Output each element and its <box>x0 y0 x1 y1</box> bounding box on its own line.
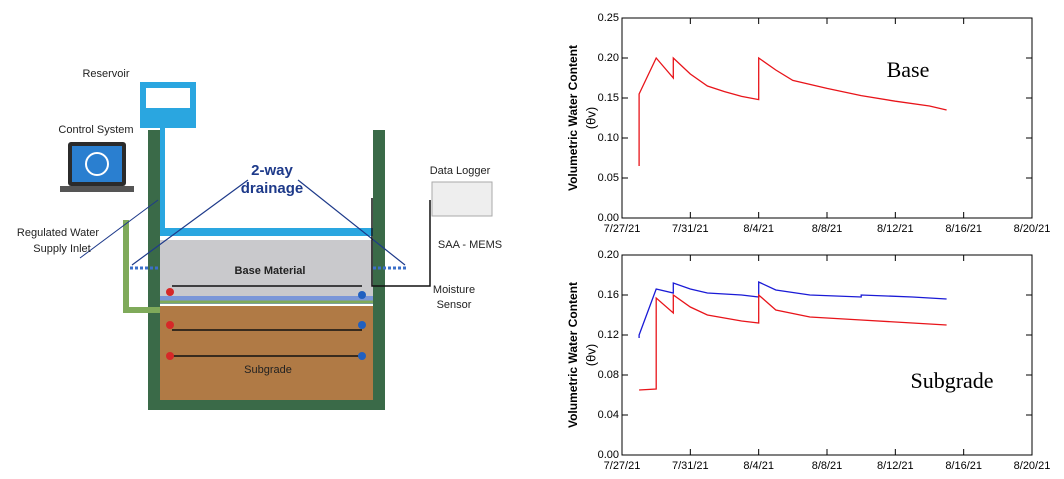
y-tick-label: 0.20 <box>598 249 619 261</box>
y-tick-label: 0.25 <box>598 12 619 24</box>
drain-layer <box>160 296 373 304</box>
x-tick-label: 8/12/21 <box>877 460 914 472</box>
y-tick-label: 0.05 <box>598 172 619 184</box>
drain-arrow <box>131 179 406 266</box>
y-axis-unit: (θv) <box>583 344 598 366</box>
sensor <box>358 291 366 299</box>
label: Regulated Water <box>17 227 99 239</box>
data-line <box>639 293 947 391</box>
reservoir-screen <box>146 88 190 108</box>
annotation: Subgrade <box>910 368 993 393</box>
label: Data Logger <box>430 165 491 177</box>
x-tick-label: 8/12/21 <box>877 223 914 235</box>
diagram: Reservoir Control System Regulated Water… <box>17 68 502 410</box>
label: drainage <box>241 180 304 197</box>
annotation: Base <box>887 57 930 82</box>
y-axis-unit: (θv) <box>583 107 598 129</box>
label: Supply Inlet <box>33 243 90 255</box>
label: 2-way <box>251 162 293 179</box>
y-tick-label: 0.08 <box>598 369 619 381</box>
y-tick-label: 0.04 <box>598 409 619 421</box>
data-line <box>638 56 947 166</box>
water-layer <box>160 228 373 236</box>
label: SAA - MEMS <box>438 239 502 251</box>
plot-frame <box>621 254 1033 456</box>
x-tick-label: 8/8/21 <box>812 223 843 235</box>
sensor <box>358 321 366 329</box>
sensor <box>166 288 174 296</box>
laptop-screen <box>72 146 122 182</box>
sensor <box>166 321 174 329</box>
label: Reservoir <box>82 68 129 80</box>
x-tick-label: 8/4/21 <box>743 223 774 235</box>
label: Control System <box>58 124 133 136</box>
x-tick-label: 8/20/21 <box>1014 223 1051 235</box>
plot-frame <box>621 17 1033 219</box>
label: Base Material <box>235 265 306 277</box>
x-tick-label: 8/16/21 <box>945 223 982 235</box>
y-axis-label: Volumetric Water Content <box>566 45 580 191</box>
tank-wall <box>148 130 160 410</box>
y-tick-label: 0.16 <box>598 289 619 301</box>
sensor <box>358 352 366 360</box>
x-tick-label: 8/4/21 <box>743 460 774 472</box>
y-tick-label: 0.10 <box>598 132 619 144</box>
sensor-cable <box>172 198 431 357</box>
data-logger <box>431 181 493 217</box>
sensors <box>358 291 366 360</box>
y-tick-label: 0.15 <box>598 92 619 104</box>
label: Subgrade <box>244 364 292 376</box>
tank-floor <box>148 400 385 410</box>
x-tick-label: 8/20/21 <box>1014 460 1051 472</box>
y-tick-label: 0.00 <box>598 212 619 224</box>
y-axis-label: Volumetric Water Content <box>566 282 580 428</box>
sensors <box>166 288 174 360</box>
y-tick-label: 0.00 <box>598 449 619 461</box>
inlet-arrow <box>79 199 159 259</box>
x-tick-label: 7/27/21 <box>604 223 641 235</box>
label: Moisture <box>433 284 475 296</box>
y-tick-label: 0.20 <box>598 52 619 64</box>
reservoir-pipe <box>160 128 165 233</box>
tank-wall <box>373 130 385 410</box>
x-tick-label: 7/31/21 <box>672 223 709 235</box>
sensor <box>166 352 174 360</box>
x-tick-label: 8/8/21 <box>812 460 843 472</box>
x-tick-label: 7/31/21 <box>672 460 709 472</box>
data-line <box>638 280 947 338</box>
base-layer <box>160 240 373 300</box>
x-tick-label: 7/27/21 <box>604 460 641 472</box>
laptop-icon <box>85 152 109 176</box>
inlet-pipe <box>123 220 160 313</box>
y-tick-label: 0.12 <box>598 329 619 341</box>
x-tick-label: 8/16/21 <box>945 460 982 472</box>
label: Sensor <box>437 299 472 311</box>
laptop-base <box>60 186 134 192</box>
subgrade-layer <box>160 306 373 400</box>
